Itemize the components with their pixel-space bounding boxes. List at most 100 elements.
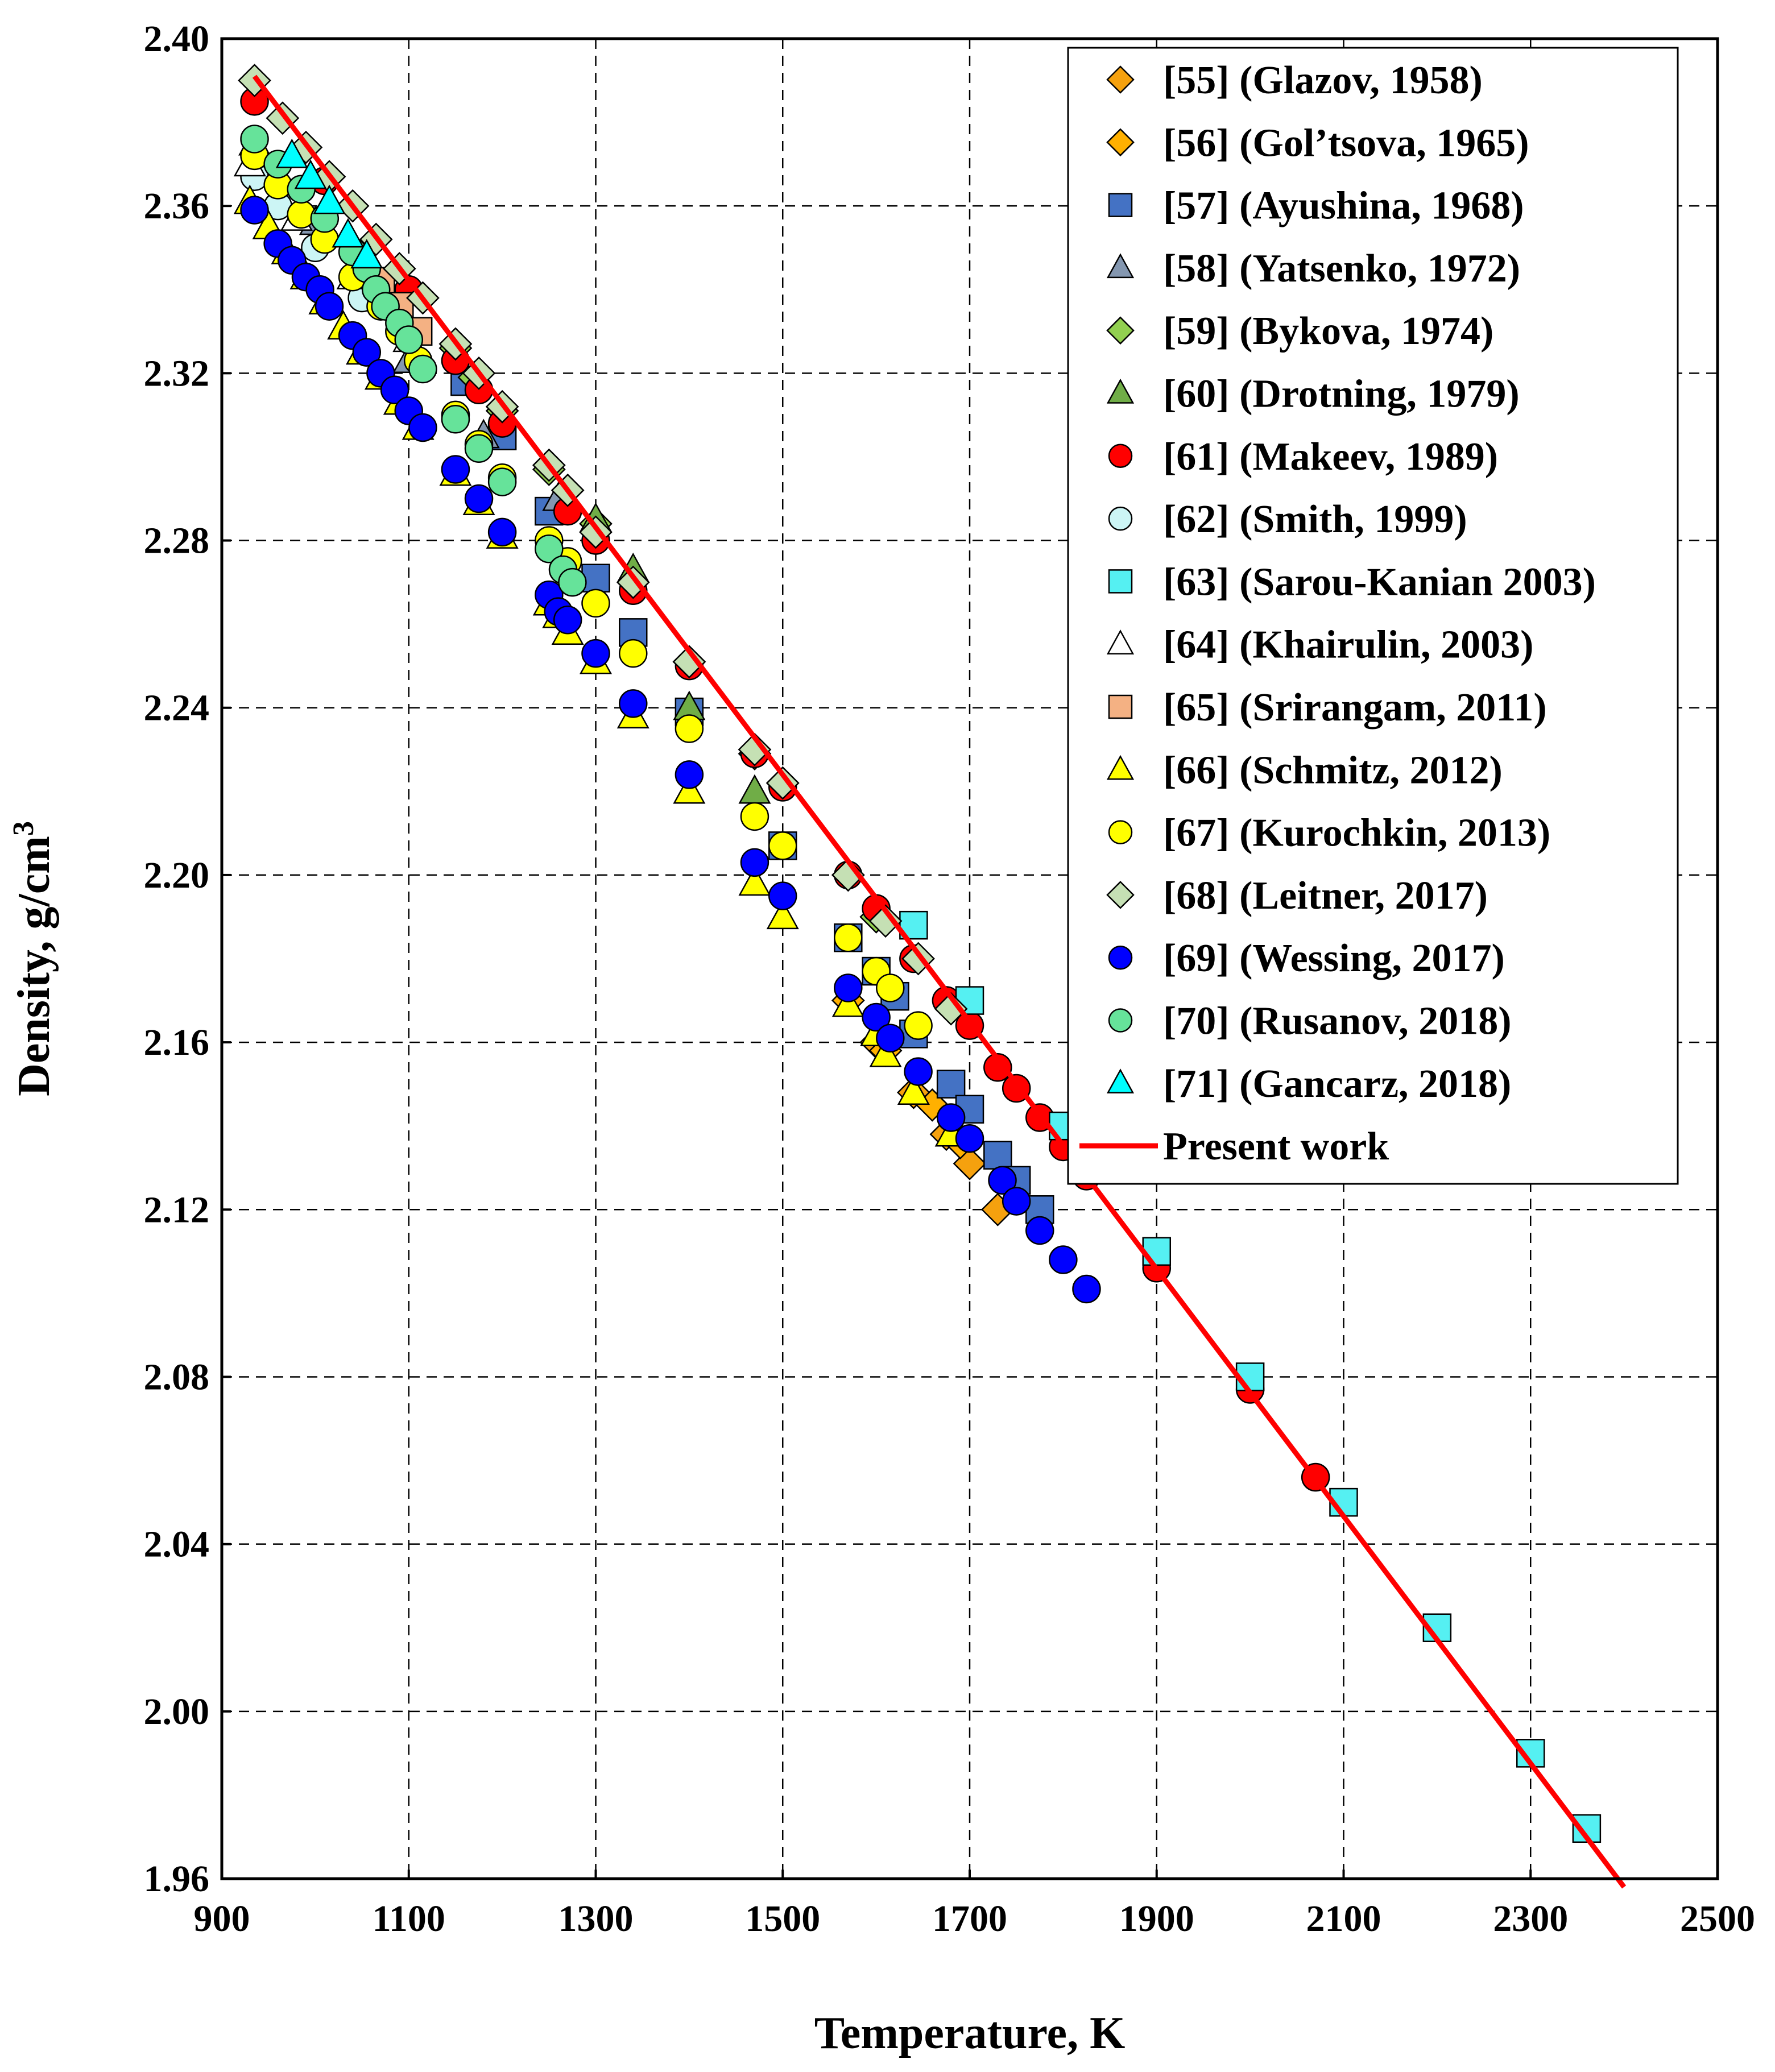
data-point <box>380 375 409 405</box>
data-point <box>315 292 344 321</box>
legend-label: [60] (Drotning, 1979) <box>1163 372 1520 416</box>
legend-item: [57] (Ayushina, 1968) <box>1108 184 1524 228</box>
data-point <box>862 1002 891 1032</box>
legend-swatch <box>1106 378 1135 404</box>
series-71-gancarz-2018 <box>275 138 383 269</box>
data-point <box>768 831 797 860</box>
legend-label: [69] (Wessing, 2017) <box>1163 936 1505 980</box>
data-point <box>740 848 769 877</box>
legend-swatch <box>1108 569 1133 594</box>
legend-item: [70] (Rusanov, 2018) <box>1108 1000 1512 1043</box>
data-point <box>983 1141 1012 1170</box>
legend-swatch <box>1106 253 1135 279</box>
legend-item: Present work <box>1079 1125 1389 1168</box>
data-point <box>868 904 903 938</box>
data-point <box>673 774 706 804</box>
data-point <box>738 774 771 804</box>
legend-item: [55] (Glazov, 1958) <box>1106 59 1483 102</box>
x-tick-label: 900 <box>194 1898 250 1940</box>
data-point <box>901 942 935 976</box>
legend-label: [56] (Gol’tsova, 1965) <box>1163 121 1529 165</box>
legend-item: [59] (Bykova, 1974) <box>1106 309 1493 353</box>
data-point <box>738 866 771 896</box>
legend-item: [68] (Leitner, 2017) <box>1106 874 1488 918</box>
legend: [55] (Glazov, 1958) [56] (Gol’tsova, 1965… <box>1067 47 1679 1185</box>
data-point <box>408 413 437 442</box>
data-point <box>1142 1237 1171 1266</box>
data-point <box>240 125 269 154</box>
data-point <box>834 923 863 952</box>
data-point <box>766 766 800 800</box>
y-tick-label: 2.04 <box>144 1524 210 1565</box>
data-point <box>464 484 494 513</box>
y-tick-label: 2.12 <box>144 1189 210 1230</box>
data-point <box>464 434 494 463</box>
legend-item: [58] (Yatsenko, 1972) <box>1106 247 1520 291</box>
legend-item: [71] (Gancarz, 2018) <box>1106 1062 1511 1106</box>
series-present-work <box>252 74 1627 1889</box>
legend-label: [66] (Schmitz, 2012) <box>1163 748 1503 792</box>
x-tick-label: 1500 <box>745 1898 820 1940</box>
y-tick-label: 1.96 <box>144 1858 210 1900</box>
data-point <box>876 973 905 1002</box>
y-tick-label: 2.32 <box>144 353 210 394</box>
x-tick-label: 1700 <box>932 1898 1007 1940</box>
data-point <box>904 1011 933 1040</box>
legend-item: [69] (Wessing, 2017) <box>1108 936 1505 980</box>
legend-swatch <box>1106 755 1135 780</box>
data-point <box>834 973 863 1002</box>
x-tick-label: 1100 <box>373 1898 445 1940</box>
legend-item: [60] (Drotning, 1979) <box>1106 372 1520 416</box>
data-point <box>934 992 968 1026</box>
data-point <box>768 881 797 910</box>
data-point <box>441 455 470 484</box>
legend-label: [70] (Rusanov, 2018) <box>1163 1000 1512 1043</box>
data-point <box>766 900 799 930</box>
legend-label: [61] (Makeev, 1989) <box>1163 435 1498 479</box>
legend-label: [59] (Bykova, 1974) <box>1163 309 1493 353</box>
data-point <box>313 184 346 214</box>
legend-swatch <box>1106 65 1135 94</box>
legend-label: [57] (Ayushina, 1968) <box>1163 184 1524 228</box>
data-point <box>831 987 864 1017</box>
legend-swatch <box>1106 629 1135 654</box>
y-tick-label: 2.40 <box>144 18 210 60</box>
data-point <box>581 589 610 618</box>
data-point <box>675 714 704 743</box>
data-point <box>1025 1216 1054 1245</box>
legend-item: [62] (Smith, 1999) <box>1108 498 1467 541</box>
legend-swatch <box>1108 193 1133 217</box>
legend-label: [65] (Srirangam, 2011) <box>1163 686 1547 730</box>
data-point <box>983 1052 1012 1082</box>
data-point <box>394 325 423 354</box>
x-axis-title: Temperature, K <box>814 2008 1126 2058</box>
data-point <box>581 639 610 668</box>
legend-label: Present work <box>1163 1125 1389 1168</box>
y-tick-label: 2.20 <box>144 855 210 896</box>
legend-item: [61] (Makeev, 1989) <box>1108 435 1498 479</box>
axis-ticks: 900 1100 1300 1500 1700 1900 2100 2300 2500 1.96 2… <box>144 18 1756 1940</box>
legend-entries: [55] (Glazov, 1958) [56] (Gol’tsova, 1965… <box>1079 59 1596 1168</box>
legend-box <box>1067 47 1679 1185</box>
legend-swatch <box>1108 694 1133 719</box>
legend-swatch <box>1108 444 1133 469</box>
data-point <box>1049 1245 1078 1274</box>
legend-item: [64] (Khairulin, 2003) <box>1106 623 1533 667</box>
data-point <box>441 405 470 434</box>
data-point <box>876 1023 905 1052</box>
legend-swatch <box>1108 1008 1133 1033</box>
x-tick-label: 2500 <box>1680 1898 1755 1940</box>
data-point <box>553 606 582 635</box>
data-point <box>275 138 308 168</box>
legend-label: [67] (Kurochkin, 2013) <box>1163 811 1550 855</box>
y-tick-label: 2.28 <box>144 520 210 562</box>
data-point <box>487 517 517 547</box>
y-tick-label: 2.36 <box>144 185 210 227</box>
data-point <box>619 689 648 718</box>
data-point <box>869 1037 902 1067</box>
y-axis-title-text: Density, g/cm <box>9 836 59 1096</box>
data-point <box>352 338 382 367</box>
legend-swatch <box>1108 506 1133 531</box>
legend-swatch <box>1106 316 1135 345</box>
